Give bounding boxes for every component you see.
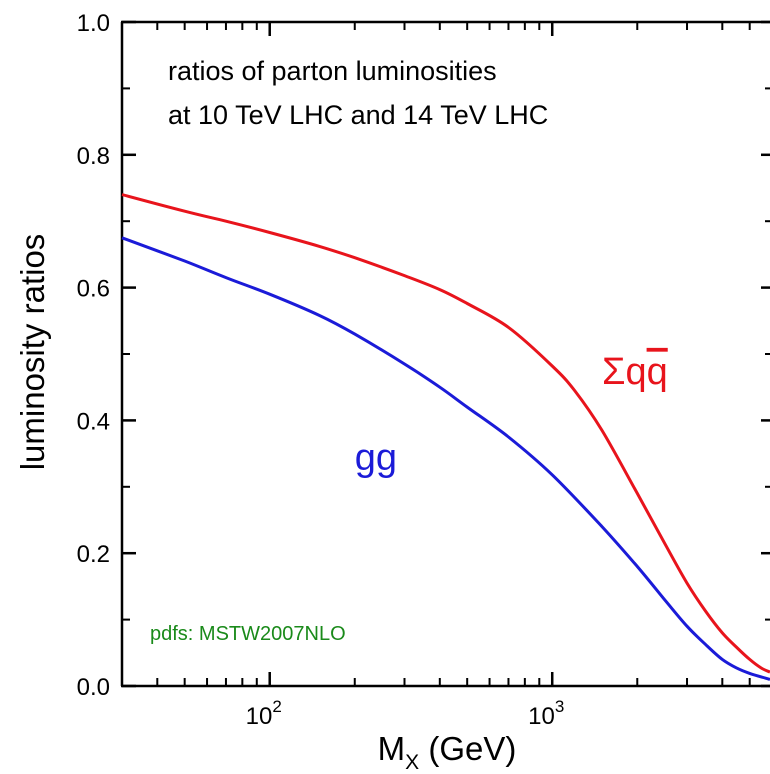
annotation-line-2: at 10 TeV LHC and 14 TeV LHC <box>168 100 548 130</box>
x-tick-label: 102 <box>246 697 282 730</box>
x-tick-label: 103 <box>528 697 564 730</box>
y-tick-label: 0.0 <box>77 674 110 701</box>
x-axis-label-unit: (GeV) <box>419 730 516 767</box>
annotation-line-1: ratios of parton luminosities <box>168 56 497 86</box>
series-label-qqbar: Σqq <box>602 351 668 393</box>
series-label-overlined: q <box>647 351 668 393</box>
series-line-qqbar <box>121 193 770 674</box>
y-tick-label: 0.4 <box>77 408 110 435</box>
y-axis-ticks: 0.0 0.2 0.4 0.6 0.8 1.0 <box>77 10 770 701</box>
series-labels: Σqq gg <box>355 351 668 479</box>
x-axis-label-subscript: X <box>405 751 419 774</box>
y-tick-label: 0.8 <box>77 143 110 170</box>
series-label-main: gg <box>355 437 397 479</box>
y-axis-label: luminosity ratios <box>14 234 51 471</box>
series-label-main: Σq <box>602 351 647 393</box>
x-axis-label: MX (GeV) <box>378 730 517 774</box>
series-lines <box>121 193 770 681</box>
y-tick-label: 0.6 <box>77 276 110 303</box>
series-label-gg: gg <box>355 437 397 479</box>
y-tick-label: 0.2 <box>77 541 110 568</box>
x-axis-label-main: M <box>378 730 406 767</box>
y-tick-label: 1.0 <box>77 10 110 37</box>
pdf-set-note: pdfs: MSTW2007NLO <box>150 623 346 645</box>
x-axis-ticks: 102 103 <box>156 22 751 730</box>
series-line-gg <box>121 236 770 681</box>
